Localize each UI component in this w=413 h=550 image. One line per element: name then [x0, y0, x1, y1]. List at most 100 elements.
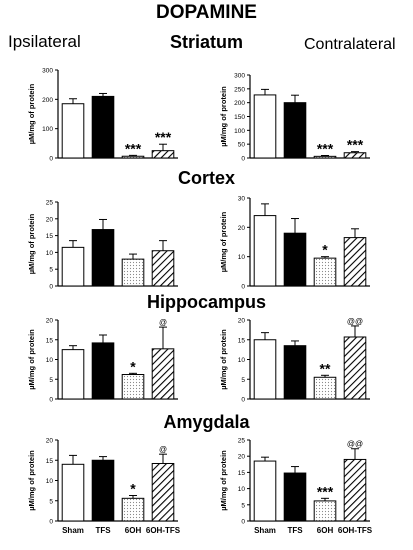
hippocampus-ipsilateral-bar-sham [61, 349, 85, 400]
amygdala-ipsilateral-significance-6oh: * [130, 480, 136, 496]
amygdala-ipsilateral-bar-6oh [121, 497, 145, 522]
hippocampus-contralateral-significance-6oh-tfs: @@ [347, 317, 363, 326]
amygdala-ipsilateral-y-axis-label: µM/mg of protein [27, 450, 36, 511]
amygdala-contralateral-y-tick-label: 20 [238, 454, 246, 461]
striatum-ipsilateral-bar-tfs [91, 95, 115, 159]
hippocampus-contralateral-bar-tfs [283, 345, 307, 400]
striatum-contralateral-bar-6oh [313, 155, 337, 159]
striatum-ipsilateral-significance-6oh: *** [125, 140, 142, 156]
hippocampus-contralateral-y-tick-label: 0 [241, 397, 245, 404]
striatum-ipsilateral-y-tick-label: 0 [49, 156, 53, 163]
striatum-ipsilateral-y-tick-label: 300 [42, 68, 53, 75]
striatum-contralateral-y-tick-label: 0 [241, 156, 245, 163]
region-title-amygdala: Amygdala [163, 412, 250, 432]
amygdala-contralateral-y-tick-label: 15 [238, 470, 246, 477]
cortex-ipsilateral-y-tick-label: 25 [46, 200, 54, 207]
amygdala-ipsilateral-y-tick-label: 5 [49, 498, 53, 505]
cortex-contralateral-y-tick-label: 0 [241, 284, 245, 291]
hippocampus-contralateral-y-tick-label: 10 [238, 357, 246, 364]
amygdala-contralateral-y-tick-label: 25 [238, 438, 246, 445]
hippocampus-ipsilateral-y-tick-label: 5 [49, 377, 53, 384]
region-title-cortex: Cortex [177, 168, 235, 188]
hippocampus-contralateral-y-axis-label: µM/mg of protein [219, 329, 228, 390]
striatum-contralateral-bar-sham [253, 94, 277, 159]
striatum-ipsilateral-y-tick-label: 200 [42, 97, 53, 104]
cortex-ipsilateral-bar-6oh-tfs [151, 250, 175, 287]
amygdala-ipsilateral-x-tick-label-tfs: TFS [95, 526, 111, 535]
cortex-ipsilateral-y-tick-label: 15 [46, 233, 54, 240]
cortex-ipsilateral-bar-sham [61, 246, 85, 287]
amygdala-ipsilateral-y-tick-label: 15 [46, 458, 54, 465]
amygdala-contralateral-bar-6oh-tfs [343, 458, 367, 522]
contralateral-label: Contralateral [304, 36, 396, 53]
striatum-contralateral-y-tick-label: 150 [234, 114, 245, 121]
amygdala-ipsilateral-significance-6oh-tfs: @ [159, 445, 167, 454]
striatum-ipsilateral-bar-sham [61, 103, 85, 159]
amygdala-contralateral-y-tick-label: 0 [241, 519, 245, 526]
hippocampus-contralateral-bar-6oh [313, 376, 337, 400]
striatum-contralateral-y-tick-label: 100 [234, 128, 245, 135]
hippocampus-ipsilateral-bar-6oh [121, 374, 145, 400]
amygdala-ipsilateral-bar-tfs [91, 459, 115, 522]
cortex-ipsilateral-y-tick-label: 0 [49, 284, 53, 291]
hippocampus-contralateral-bar-6oh-tfs [343, 336, 367, 400]
hippocampus-contralateral-y-tick-label: 20 [238, 318, 246, 325]
hippocampus-ipsilateral-bar-6oh-tfs [151, 348, 175, 400]
figure-title: DOPAMINE [156, 2, 257, 23]
amygdala-ipsilateral-x-tick-label-6oh: 6OH [125, 526, 142, 535]
cortex-contralateral-y-tick-label: 10 [238, 254, 246, 261]
amygdala-ipsilateral-bar-6oh-tfs [151, 462, 175, 522]
striatum-contralateral-bar-tfs [283, 102, 307, 159]
striatum-ipsilateral-y-tick-label: 100 [42, 126, 53, 133]
cortex-contralateral-bar-6oh [313, 257, 337, 287]
striatum-ipsilateral-significance-6oh-tfs: *** [155, 129, 172, 145]
amygdala-contralateral-bar-tfs [283, 472, 307, 522]
amygdala-contralateral-x-tick-label-6oh: 6OH [317, 526, 334, 535]
striatum-ipsilateral-bar-6oh [121, 155, 145, 159]
hippocampus-ipsilateral-y-tick-label: 20 [46, 318, 54, 325]
hippocampus-ipsilateral-y-tick-label: 15 [46, 337, 54, 344]
amygdala-ipsilateral-x-tick-label-sham: Sham [62, 526, 84, 535]
amygdala-contralateral-y-axis-label: µM/mg of protein [219, 450, 228, 511]
striatum-contralateral-y-tick-label: 250 [234, 86, 245, 93]
hippocampus-ipsilateral-significance-6oh: * [130, 358, 136, 374]
hippocampus-contralateral-y-tick-label: 15 [238, 337, 246, 344]
hippocampus-contralateral-y-tick-label: 5 [241, 377, 245, 384]
striatum-contralateral-significance-6oh-tfs: *** [347, 137, 364, 153]
cortex-ipsilateral-bar-6oh [121, 258, 145, 287]
region-title-hippocampus: Hippocampus [146, 292, 266, 312]
amygdala-contralateral-x-tick-label-6oh-tfs: 6OH-TFS [338, 526, 373, 535]
striatum-ipsilateral-y-axis-label: µM/mg of protein [27, 83, 36, 144]
hippocampus-ipsilateral-y-tick-label: 0 [49, 397, 53, 404]
cortex-ipsilateral-y-tick-label: 20 [46, 216, 54, 223]
hippocampus-contralateral-bar-sham [253, 339, 277, 400]
amygdala-contralateral-y-tick-label: 5 [241, 502, 245, 509]
amygdala-contralateral-x-tick-label-tfs: TFS [287, 526, 303, 535]
hippocampus-ipsilateral-y-tick-label: 10 [46, 357, 54, 364]
cortex-contralateral-bar-sham [253, 215, 277, 287]
striatum-ipsilateral-bar-6oh-tfs [151, 150, 175, 159]
hippocampus-contralateral-significance-6oh: ** [320, 360, 331, 376]
cortex-contralateral-significance-6oh: * [322, 242, 328, 258]
amygdala-ipsilateral-y-tick-label: 20 [46, 438, 54, 445]
amygdala-ipsilateral-y-tick-label: 10 [46, 478, 54, 485]
striatum-contralateral-y-axis-label: µM/mg of protein [219, 86, 228, 147]
amygdala-contralateral-x-tick-label-sham: Sham [254, 526, 276, 535]
amygdala-contralateral-y-tick-label: 10 [238, 486, 246, 493]
ipsilateral-label: Ipsilateral [8, 32, 81, 51]
hippocampus-ipsilateral-bar-tfs [91, 342, 115, 400]
amygdala-ipsilateral-y-tick-label: 0 [49, 519, 53, 526]
cortex-contralateral-y-axis-label: µM/mg of protein [219, 211, 228, 272]
amygdala-contralateral-bar-6oh [313, 500, 337, 522]
hippocampus-ipsilateral-y-axis-label: µM/mg of protein [27, 329, 36, 390]
cortex-contralateral-bar-tfs [283, 232, 307, 287]
striatum-contralateral-significance-6oh: *** [317, 141, 334, 157]
amygdala-contralateral-significance-6oh-tfs: @@ [347, 440, 363, 449]
amygdala-ipsilateral-bar-sham [61, 463, 85, 522]
striatum-contralateral-y-tick-label: 50 [238, 142, 246, 149]
cortex-ipsilateral-y-tick-label: 10 [46, 250, 54, 257]
striatum-contralateral-y-tick-label: 200 [234, 100, 245, 107]
striatum-contralateral-y-tick-label: 300 [234, 73, 245, 80]
cortex-ipsilateral-y-tick-label: 5 [49, 267, 53, 274]
